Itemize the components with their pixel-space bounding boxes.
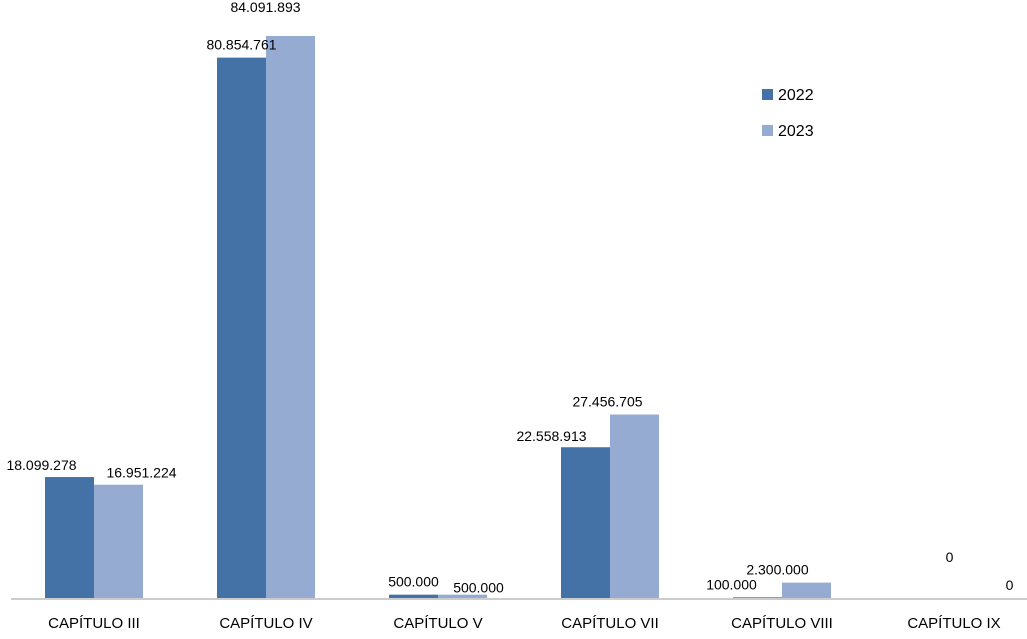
bar-2022-4	[733, 597, 782, 598]
category-label-4: CAPÍTULO VIII	[731, 615, 833, 632]
bar-2023-2	[438, 594, 487, 598]
data-label-2023-0: 16.951.224	[106, 465, 176, 481]
bars-layer	[45, 36, 831, 599]
data-label-2022-0: 18.099.278	[6, 457, 76, 473]
data-label-2022-5: 0	[946, 549, 954, 565]
legend-label-2022: 2022	[778, 87, 814, 104]
bar-2022-0	[45, 477, 94, 598]
category-label-3: CAPÍTULO VII	[561, 615, 659, 632]
bar-2023-4	[782, 582, 831, 598]
chart-legend: 2022 2023	[762, 87, 814, 140]
data-label-2023-5: 0	[1006, 577, 1014, 593]
bar-2022-3	[561, 447, 610, 598]
data-label-2022-2: 500.000	[388, 574, 439, 590]
data-label-2023-1: 84.091.893	[230, 0, 300, 15]
category-label-2: CAPÍTULO V	[393, 615, 482, 632]
bar-2023-0	[94, 484, 143, 598]
legend-swatch-2023	[762, 125, 773, 136]
data-label-2022-4: 100.000	[706, 576, 757, 592]
bar-2023-3	[610, 414, 659, 598]
data-label-2022-1: 80.854.761	[206, 37, 276, 53]
data-label-2023-2: 500.000	[453, 580, 504, 596]
data-label-2023-4: 2.300.000	[746, 562, 808, 578]
bar-2023-1	[266, 36, 315, 598]
value-labels-layer: 18.099.278 16.951.224 80.854.761 84.091.893…	[6, 0, 1013, 596]
data-label-2022-3: 22.558.913	[516, 428, 586, 444]
bar-2022-1	[217, 57, 266, 599]
legend-label-2023: 2023	[778, 123, 814, 140]
category-label-1: CAPÍTULO IV	[219, 615, 312, 632]
bar-2022-2	[389, 594, 438, 598]
data-label-2023-3: 27.456.705	[572, 394, 642, 410]
category-labels-layer: CAPÍTULO III CAPÍTULO IV CAPÍTULO V CAPÍTUL…	[48, 615, 1001, 632]
category-label-5: CAPÍTULO IX	[907, 615, 1000, 632]
legend-swatch-2022	[762, 89, 773, 100]
category-label-0: CAPÍTULO III	[48, 615, 140, 632]
